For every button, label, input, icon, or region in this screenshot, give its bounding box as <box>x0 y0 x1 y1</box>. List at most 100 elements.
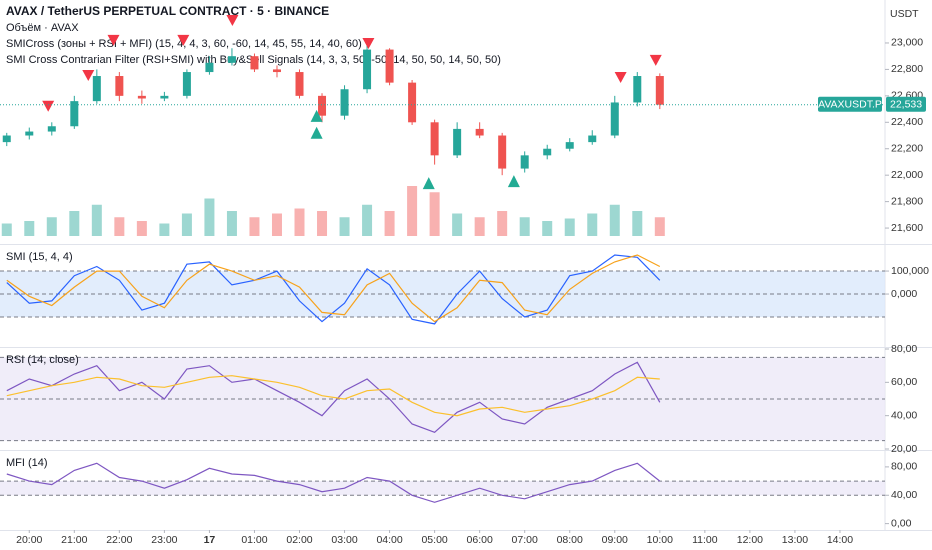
last-price-label: 22,533 <box>890 98 922 110</box>
candle-body <box>182 72 191 96</box>
candle-body <box>588 135 597 143</box>
candle-body <box>2 135 11 143</box>
volume-bar <box>339 217 350 236</box>
buy-signal <box>310 109 323 122</box>
buy-signal <box>422 177 435 190</box>
volume-bar <box>429 192 440 236</box>
volume-bar <box>24 221 35 236</box>
x-tick-label: 05:00 <box>421 534 447 546</box>
volume-bar <box>362 204 373 236</box>
y-tick-label: 21,800 <box>891 195 923 207</box>
candle-body <box>318 95 327 116</box>
y-tick-label: 0,000 <box>891 288 917 300</box>
sell-signal <box>614 71 627 83</box>
volume-bar <box>271 213 282 236</box>
candle-body <box>227 56 236 63</box>
volume-bar <box>249 217 260 236</box>
volume-bar <box>452 213 463 236</box>
indicator-line <box>6 361 661 433</box>
buy-signal <box>507 175 520 188</box>
candle-body <box>25 131 34 136</box>
x-tick-label: 01:00 <box>241 534 267 546</box>
indicator-line <box>6 254 661 325</box>
candle-body <box>430 122 439 156</box>
pane-title: RSI (14, close) <box>6 354 79 366</box>
y-tick-label: 80,00 <box>891 461 917 473</box>
indicator-line <box>6 254 661 323</box>
candle-body <box>633 76 642 103</box>
volume-bar <box>46 217 57 236</box>
buy-signal <box>310 126 323 139</box>
candle-body <box>610 102 619 136</box>
x-tick-label: 11:00 <box>692 534 718 546</box>
candle-body <box>272 69 281 73</box>
candle-body <box>475 128 484 136</box>
sell-signal <box>362 37 375 49</box>
volume-bar <box>114 217 125 236</box>
volume-bar <box>136 221 147 236</box>
volume-bar <box>564 218 575 236</box>
volume-bar <box>632 211 643 236</box>
volume-bar <box>587 213 598 236</box>
candle-body <box>295 72 304 96</box>
volume-bar <box>519 217 530 236</box>
chart-title: AVAX / TetherUS PERPETUAL CONTRACT · 5 ·… <box>6 4 329 18</box>
volume-bar <box>654 217 665 236</box>
currency: USDT <box>890 8 919 20</box>
sell-signal <box>82 69 95 81</box>
level-band <box>0 481 885 496</box>
symbol-label: AVAXUSDT.P <box>818 98 882 110</box>
indicator-title: Объём · AVAX <box>6 22 79 34</box>
volume-bar <box>226 211 237 236</box>
symbol-label-bg <box>818 96 882 112</box>
y-tick-label: 22,800 <box>891 63 923 75</box>
y-tick-label: 40,00 <box>891 409 917 421</box>
candle-body <box>70 101 79 127</box>
candle-body <box>92 76 101 102</box>
volume-bar <box>69 211 80 236</box>
x-tick-label: 09:00 <box>602 534 628 546</box>
sell-signal <box>42 100 55 112</box>
candle-body <box>115 76 124 96</box>
candle-body <box>385 49 394 83</box>
volume-bar <box>609 204 620 236</box>
sell-signal <box>177 34 190 46</box>
candle-body <box>47 126 56 132</box>
volume-bar <box>384 211 395 236</box>
y-tick-label: 0,00 <box>891 517 912 529</box>
x-tick-label: 23:00 <box>151 534 177 546</box>
candle-body <box>408 82 417 123</box>
volume-bar <box>181 213 192 236</box>
sell-signal <box>107 34 120 46</box>
y-tick-label: 80,00 <box>891 343 917 355</box>
y-tick-label: 22,400 <box>891 116 923 128</box>
candle-body <box>543 148 552 156</box>
volume-bar <box>204 198 215 236</box>
y-tick-label: 23,000 <box>891 37 923 49</box>
x-tick-label: 12:00 <box>737 534 763 546</box>
candle-body <box>655 76 664 105</box>
candle-body <box>250 56 259 70</box>
candle-body <box>205 62 214 73</box>
x-tick-label: 07:00 <box>512 534 538 546</box>
indicator-line <box>6 375 660 417</box>
y-tick-label: 100,000 <box>891 265 929 277</box>
volume-bar <box>1 223 12 236</box>
candle-body <box>363 49 372 90</box>
x-tick-label: 08:00 <box>557 534 583 546</box>
y-tick-label: 22,200 <box>891 143 923 155</box>
candle-body <box>340 89 349 116</box>
sell-signal <box>649 54 662 66</box>
sell-signal <box>226 14 239 26</box>
y-tick-label: 21,600 <box>891 222 923 234</box>
x-tick-label: 20:00 <box>16 534 42 546</box>
x-tick-label: 17 <box>204 534 216 546</box>
pane-title: MFI (14) <box>6 457 48 469</box>
volume-bar <box>497 211 508 236</box>
x-tick-label: 04:00 <box>376 534 402 546</box>
candle-body <box>498 135 507 169</box>
x-tick-label: 10:00 <box>647 534 673 546</box>
y-tick-label: 40,00 <box>891 489 917 501</box>
last-price-label-bg <box>886 96 926 112</box>
